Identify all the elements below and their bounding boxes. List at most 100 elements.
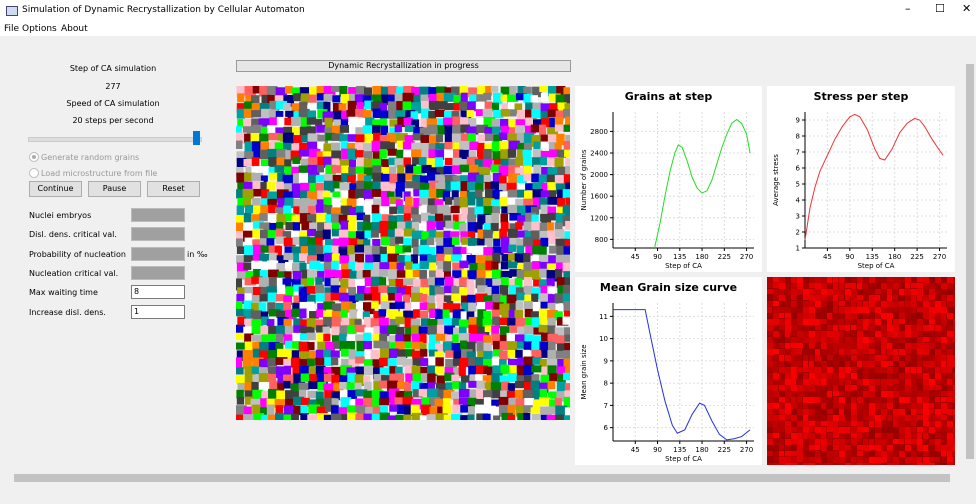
x-axis-label: Step of CA <box>665 262 702 270</box>
speed-slider-handle[interactable] <box>193 131 200 145</box>
grain <box>380 229 388 237</box>
y-tick-label: 9 <box>604 357 608 365</box>
density-cell <box>827 433 833 439</box>
density-cell <box>785 343 791 349</box>
density-cell <box>905 337 911 343</box>
radio-button[interactable] <box>29 168 39 178</box>
field-input[interactable] <box>131 247 185 261</box>
grain <box>507 373 517 382</box>
close-button[interactable]: ✕ <box>962 2 971 15</box>
density-cell <box>809 349 814 355</box>
density-cell <box>893 397 899 403</box>
density-cell <box>881 433 887 440</box>
density-cell <box>815 361 820 367</box>
grain <box>548 381 556 389</box>
field-input[interactable] <box>131 266 185 280</box>
density-cell <box>899 457 906 463</box>
y-tick-label: 9 <box>796 117 800 125</box>
density-cell <box>899 355 906 361</box>
density-cell <box>875 451 881 457</box>
density-cell <box>791 403 798 409</box>
density-cell <box>797 367 803 373</box>
grain <box>269 117 278 125</box>
grain <box>381 237 389 246</box>
menu-item[interactable]: Options <box>22 24 57 34</box>
grain <box>485 301 494 310</box>
grain <box>508 149 516 158</box>
density-cell <box>899 379 905 386</box>
density-cell <box>929 295 936 300</box>
menu-item[interactable]: About <box>61 24 88 34</box>
field-input[interactable]: 1 <box>131 305 185 319</box>
grain <box>315 285 324 294</box>
density-cell <box>941 295 946 301</box>
density-cell <box>803 325 809 332</box>
grain <box>300 405 307 414</box>
vertical-scrollbar[interactable] <box>964 52 976 470</box>
density-cell <box>857 277 863 283</box>
density-cell <box>869 391 876 398</box>
grain <box>565 158 570 165</box>
grain <box>244 293 251 301</box>
density-cell <box>953 295 955 302</box>
density-cell <box>893 445 899 452</box>
density-cell <box>791 295 797 300</box>
grain <box>276 334 283 343</box>
density-cell <box>767 307 772 314</box>
grain <box>307 117 317 124</box>
horizontal-scrollbar[interactable] <box>0 472 976 484</box>
density-cell <box>821 349 828 355</box>
density-cell <box>845 427 850 433</box>
field-input[interactable] <box>131 227 185 241</box>
field-input[interactable]: 8 <box>131 285 185 299</box>
density-cell <box>767 445 773 452</box>
field-input[interactable] <box>131 208 185 222</box>
grain <box>332 95 340 102</box>
grain <box>539 341 548 351</box>
density-cell <box>851 343 858 348</box>
speed-slider-track[interactable] <box>28 137 202 142</box>
density-cell <box>845 295 850 300</box>
density-cell <box>881 457 887 463</box>
minimize-button[interactable]: – <box>905 2 911 15</box>
radio-button[interactable] <box>29 152 39 162</box>
density-cell <box>827 439 832 445</box>
density-cell <box>893 463 899 465</box>
grain <box>564 301 570 312</box>
grain <box>293 237 300 245</box>
density-cell <box>839 361 844 367</box>
density-cell <box>953 349 955 355</box>
grain <box>355 366 364 375</box>
grain <box>500 214 508 223</box>
grain <box>397 270 406 277</box>
menu-item[interactable]: File <box>4 24 19 34</box>
x-tick-label: 90 <box>845 253 854 261</box>
density-cell <box>929 463 935 465</box>
grain <box>501 365 510 375</box>
density-cell <box>857 283 862 290</box>
grain <box>237 93 244 102</box>
density-cell <box>797 289 802 295</box>
density-cell <box>809 361 814 368</box>
density-cell <box>875 397 882 403</box>
chart-panel: Mean Grain size curveStep of CAMean grai… <box>575 277 762 465</box>
y-tick-label: 3 <box>796 213 800 221</box>
density-cell <box>875 337 881 343</box>
density-cell <box>791 301 797 307</box>
density-cell <box>893 349 898 355</box>
density-cell <box>947 313 953 319</box>
density-cell <box>899 301 904 307</box>
density-cell <box>923 385 929 391</box>
y-tick-label: 10 <box>599 335 608 343</box>
pause-button[interactable]: Pause <box>88 181 141 197</box>
reset-button[interactable]: Reset <box>147 181 200 197</box>
density-cell <box>773 325 780 330</box>
density-cell <box>953 283 955 290</box>
density-cell <box>821 343 827 350</box>
grain <box>317 93 325 100</box>
continue-button[interactable]: Continue <box>29 181 82 197</box>
grain <box>460 341 467 350</box>
density-cell <box>941 451 946 457</box>
grain <box>355 254 364 263</box>
maximize-button[interactable]: ☐ <box>935 2 945 15</box>
